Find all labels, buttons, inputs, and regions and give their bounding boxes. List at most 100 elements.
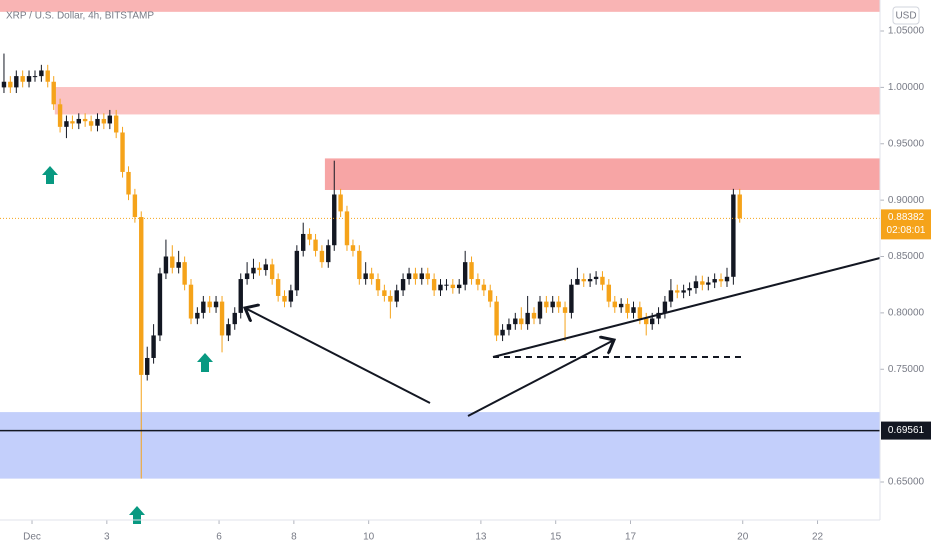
candle-body — [731, 194, 736, 277]
candle-body — [600, 276, 605, 285]
candle-body — [593, 276, 599, 280]
candle-body — [126, 171, 131, 195]
candle-body — [375, 279, 381, 291]
y-tick-label: 1.00000 — [888, 82, 925, 93]
candle-body — [207, 301, 212, 308]
candle-body — [525, 312, 530, 325]
candle-body — [363, 273, 368, 280]
candle-body — [132, 194, 138, 218]
candle-body — [344, 211, 350, 246]
x-tick-label: 20 — [737, 532, 749, 543]
candle-body — [120, 132, 125, 172]
last-price-label: 0.88382 — [888, 212, 925, 223]
x-tick-label: 17 — [625, 532, 637, 543]
candle-body — [400, 279, 406, 291]
candle-body — [488, 290, 493, 302]
candle-body — [151, 335, 156, 358]
candle-body — [70, 121, 75, 124]
candle-body — [656, 312, 661, 319]
zone — [0, 0, 880, 12]
candle-body — [618, 303, 624, 308]
candle-body — [625, 303, 630, 313]
candle-body — [232, 312, 237, 325]
candle-body — [163, 256, 169, 274]
candle-body — [275, 279, 281, 296]
zone — [324, 158, 880, 190]
candle-body — [145, 357, 150, 375]
candle-body — [282, 295, 287, 302]
candle-body — [170, 256, 175, 268]
trend-line — [492, 257, 881, 358]
candle-body — [251, 267, 256, 274]
candle-body — [288, 290, 294, 302]
candle-body — [581, 279, 586, 282]
candle-body — [587, 279, 593, 282]
candle-body — [107, 115, 113, 124]
candle-body — [494, 301, 499, 336]
chart-title: XRP / U.S. Dollar, 4h, BITSTAMP — [6, 11, 154, 22]
candle-body — [406, 273, 412, 280]
y-tick-label: 0.75000 — [888, 364, 925, 375]
candle-body — [556, 301, 561, 308]
candle-body — [76, 118, 81, 124]
candle-body — [39, 70, 44, 77]
candle-body — [201, 301, 206, 313]
candle-body — [238, 279, 243, 313]
candle-body — [675, 290, 680, 293]
candle-body — [475, 279, 481, 285]
candle-body — [20, 76, 25, 82]
candle-body — [51, 81, 56, 105]
candle-body — [712, 279, 717, 283]
candle-body — [388, 295, 393, 302]
candle-body — [693, 281, 699, 289]
last-price-box — [881, 209, 931, 240]
level-label-box — [881, 421, 931, 440]
currency-box[interactable] — [892, 6, 920, 25]
candle-body — [88, 121, 94, 126]
candle-body — [176, 262, 181, 268]
candle-body — [219, 301, 225, 336]
candle-body — [612, 301, 617, 308]
x-tick-label: 15 — [550, 532, 562, 543]
candle-body — [737, 194, 742, 219]
candle-body — [307, 233, 312, 240]
candle-body — [637, 307, 643, 319]
x-tick-label: 13 — [475, 532, 487, 543]
candle-body — [64, 121, 69, 127]
candle-body — [26, 76, 32, 82]
x-tick-label: 8 — [291, 532, 297, 543]
candle-body — [513, 318, 518, 325]
candle-body — [188, 284, 194, 319]
candle-body — [195, 312, 200, 319]
currency: USD — [895, 11, 916, 22]
candle-body — [257, 267, 262, 271]
candle-body — [575, 279, 580, 285]
candle-body — [519, 318, 524, 325]
candle-body — [724, 276, 730, 282]
candle-body — [338, 194, 343, 212]
candle-body — [394, 290, 399, 302]
candle-body — [319, 250, 325, 263]
candle-body — [226, 324, 231, 336]
candle-body — [438, 284, 443, 291]
candle-body — [456, 284, 462, 289]
candle-body — [32, 76, 38, 78]
arrow — [245, 308, 431, 404]
candle-body — [706, 282, 711, 285]
y-tick-label: 0.65000 — [888, 477, 925, 488]
candle-body — [326, 245, 331, 263]
y-tick-label: 0.90000 — [888, 195, 925, 206]
arrow — [467, 340, 614, 417]
candle-body — [95, 118, 100, 126]
y-tick-label: 0.85000 — [888, 251, 925, 262]
candle-body — [631, 307, 636, 313]
zone — [0, 412, 880, 479]
candle-body — [182, 262, 187, 285]
candle-body — [263, 264, 269, 271]
x-tick-label: 3 — [104, 532, 110, 543]
candle-body — [562, 307, 568, 313]
candle-body — [687, 288, 692, 291]
candle-body — [650, 318, 655, 325]
candle-body — [500, 329, 505, 336]
